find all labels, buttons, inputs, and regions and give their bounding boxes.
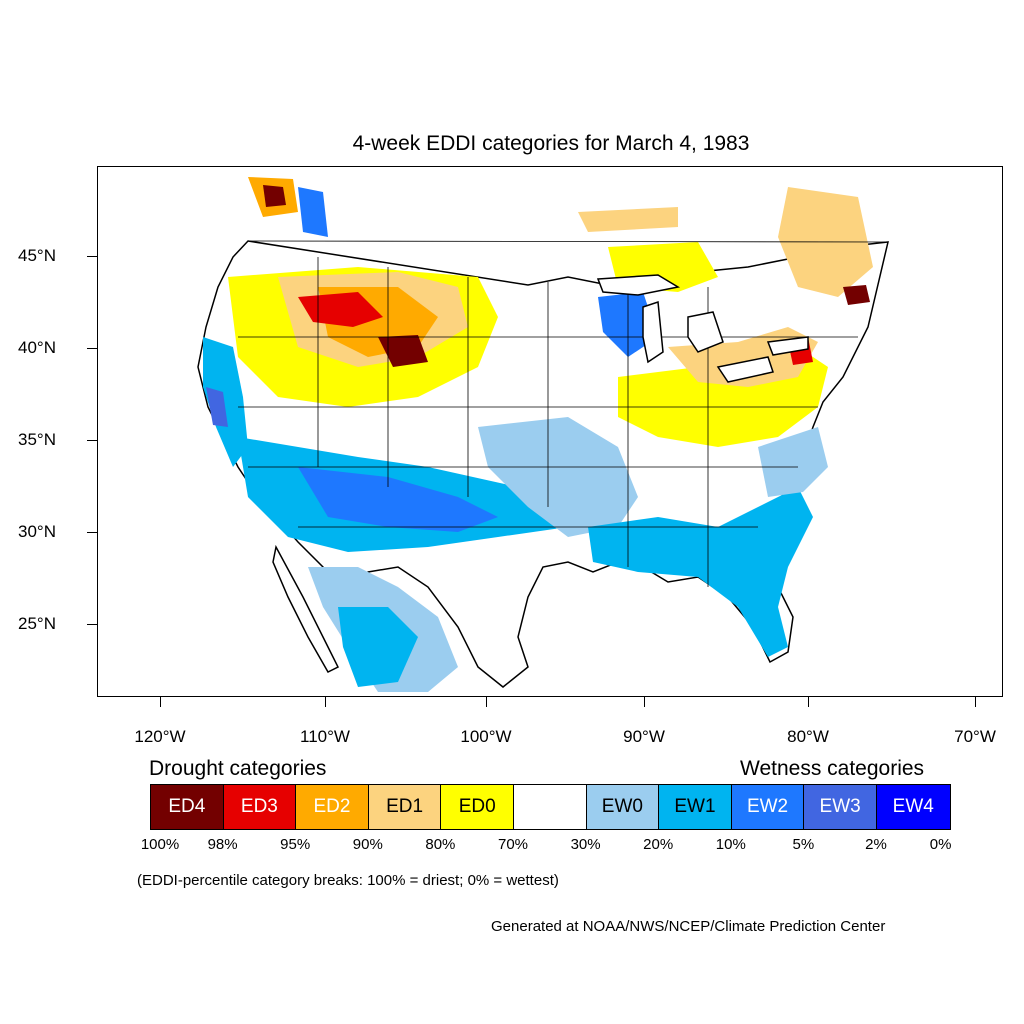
lat-label-40: 40°N — [18, 338, 56, 357]
legend-box-ed3: ED3 — [223, 785, 297, 829]
percent-break-label: 2% — [865, 836, 887, 853]
region-plains-ew0 — [478, 417, 638, 537]
lon-label-90: 90°W — [623, 727, 665, 746]
region-westcoast-ew1 — [203, 337, 248, 467]
region-southeast-ew0 — [758, 427, 828, 497]
percent-break-label: 10% — [715, 836, 746, 853]
lon-tick — [160, 697, 161, 707]
lat-label-45: 45°N — [18, 246, 56, 265]
legend-box-ed2: ED2 — [296, 785, 369, 829]
drought-heading: Drought categories — [149, 757, 327, 780]
legend-box-ed1: ED1 — [368, 785, 442, 829]
credit-text: Generated at NOAA/NWS/NCEP/Climate Predi… — [491, 918, 886, 935]
lon-tick — [975, 697, 976, 707]
region-southeast-ew1 — [588, 487, 813, 657]
region-mexico-ew1 — [338, 607, 418, 687]
legend-box-ew1: EW1 — [659, 785, 732, 829]
lat-tick — [87, 624, 97, 625]
baja-outline — [272, 544, 340, 673]
lat-tick — [87, 256, 97, 257]
legend-box-ew4: EW4 — [876, 785, 950, 829]
map-panel — [97, 166, 1003, 697]
legend-box-ed4: ED4 — [151, 785, 224, 829]
wetness-heading: Wetness categories — [740, 757, 925, 780]
lon-tick — [486, 697, 487, 707]
region-idaho-ed3 — [298, 292, 383, 327]
percent-break-label: 100% — [140, 836, 180, 853]
lat-label-35: 35°N — [18, 430, 56, 449]
region-bc-ed4 — [263, 185, 286, 207]
lat-tick — [87, 348, 97, 349]
percent-break-label: 20% — [643, 836, 674, 853]
lon-label-80: 80°W — [787, 727, 829, 746]
lon-tick — [808, 697, 809, 707]
percent-break-label: 70% — [497, 836, 529, 853]
percent-break-label: 90% — [352, 836, 383, 853]
lon-tick — [644, 697, 645, 707]
percent-break-label: 80% — [425, 836, 456, 853]
region-ontario-north-ed1 — [578, 207, 678, 232]
lon-label-110: 110°W — [300, 727, 350, 746]
lon-label-100: 100°W — [460, 727, 512, 746]
great-lakes — [596, 274, 809, 383]
region-maine-ed4 — [843, 285, 870, 305]
legend-box-ew3: EW3 — [804, 785, 877, 829]
percent-break-label: 0% — [929, 836, 952, 853]
region-wyoming-ed4 — [378, 335, 428, 367]
percent-break-label: 95% — [280, 836, 311, 853]
legend-box-ed0: ED0 — [441, 785, 514, 829]
legend-box-ew2: EW2 — [731, 785, 805, 829]
map-title: 4-week EDDI categories for March 4, 1983 — [352, 132, 750, 155]
lon-label-120: 120°W — [134, 727, 186, 746]
percent-break-label: 98% — [207, 836, 238, 853]
category-note: (EDDI-percentile category breaks: 100% =… — [137, 872, 559, 889]
lat-tick — [87, 532, 97, 533]
legend-box-ew0: EW0 — [586, 785, 660, 829]
lat-label-25: 25°N — [18, 614, 56, 633]
region-california-ew3 — [206, 387, 228, 427]
region-bc-ew2 — [298, 187, 328, 237]
lon-tick — [325, 697, 326, 707]
lat-label-30: 30°N — [18, 522, 56, 541]
percent-break-label: 5% — [792, 836, 815, 853]
region-southwest-ew2 — [298, 467, 498, 532]
eddi-map — [197, 177, 889, 692]
percent-break-label: 30% — [570, 836, 601, 853]
lat-tick — [87, 440, 97, 441]
lon-label-70: 70°W — [954, 727, 996, 746]
legend-box-neutral — [513, 785, 587, 829]
category-legend: ED4 ED3 ED2 ED1 ED0 EW0 EW1 EW2 EW3 EW4 — [150, 784, 951, 830]
